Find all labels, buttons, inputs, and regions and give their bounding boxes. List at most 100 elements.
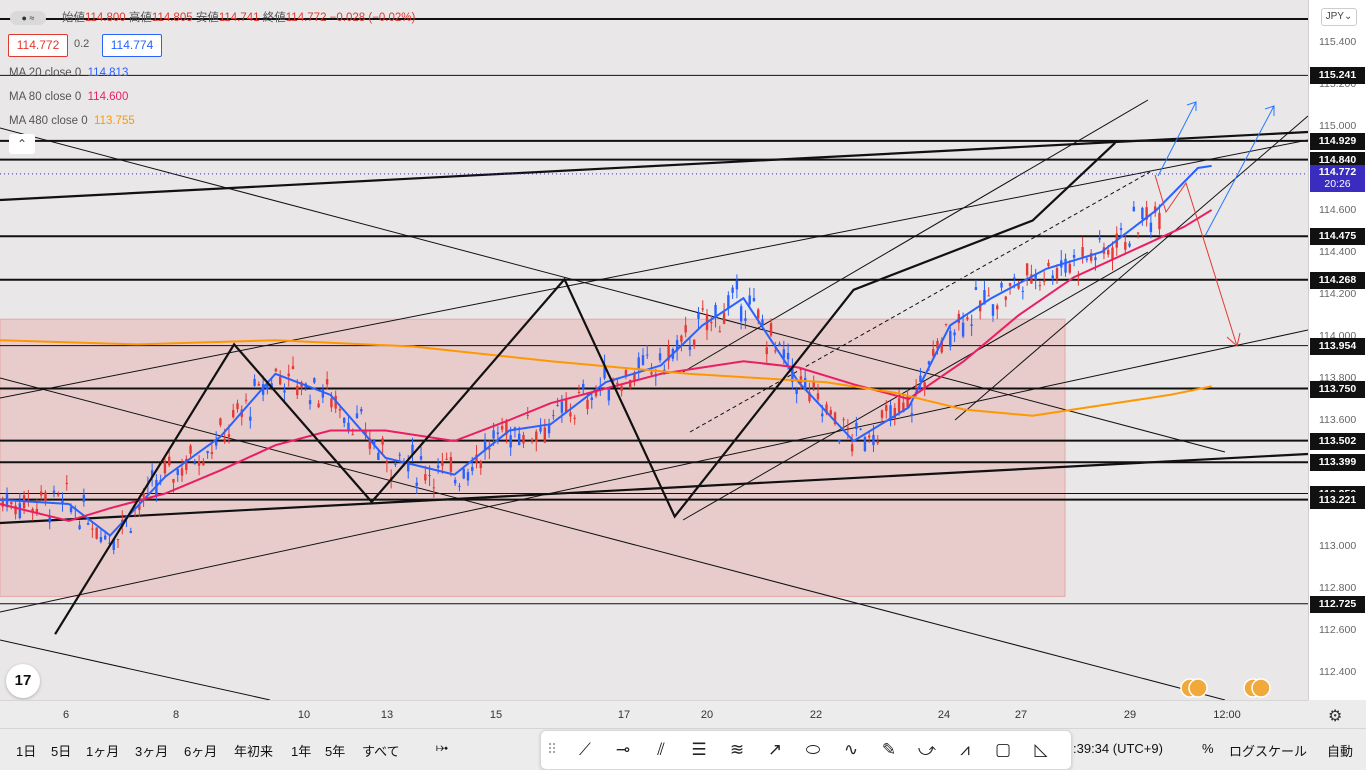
candle-body xyxy=(227,434,231,437)
goto-date-icon[interactable]: ⤠ xyxy=(436,739,449,756)
candle-body xyxy=(266,382,269,390)
candle-body xyxy=(432,487,436,489)
indicator-ma480[interactable]: MA 480 close 0 113.755 xyxy=(9,115,135,127)
arrow-tool-icon[interactable]: ↗ xyxy=(767,740,783,759)
triangle-pattern-tool-icon[interactable]: ◺ xyxy=(1034,740,1048,759)
candle-body xyxy=(1000,282,1003,288)
buy-price-box[interactable]: 114.774 xyxy=(102,34,162,57)
trend-line-tool-icon[interactable]: ⟋ xyxy=(579,740,591,759)
candle-body xyxy=(441,461,444,466)
candle-body xyxy=(10,502,13,505)
curve-tool-icon[interactable]: ∿ xyxy=(843,740,859,759)
sell-price-box[interactable]: 114.772 xyxy=(8,34,68,57)
timeframe-button[interactable]: 年初来 xyxy=(234,744,274,759)
chart-area[interactable]: ● ≈ 始値114.800 高値114.805 安値114.741 終値114.… xyxy=(0,0,1308,700)
candle-body xyxy=(966,317,969,320)
candle-body xyxy=(278,376,282,385)
trend-line xyxy=(0,130,1308,202)
collapse-legend-button[interactable]: ⌃ xyxy=(9,134,35,154)
timeframe-button[interactable]: すべて xyxy=(362,744,400,759)
candle-body xyxy=(880,410,884,418)
close-value: 114.772 xyxy=(285,12,327,24)
candle-body xyxy=(103,535,107,540)
candle-body xyxy=(556,405,559,407)
candle-body xyxy=(150,470,154,478)
timeframe-button[interactable]: 5日 xyxy=(51,744,72,759)
candle-body xyxy=(825,404,828,414)
candle-body xyxy=(927,361,931,365)
time-axis[interactable]: 6 8 10 13 15 17 20 22 24 27 29 12:00 ⚙ xyxy=(0,700,1342,729)
candle-body xyxy=(949,330,952,347)
timeframe-button[interactable]: 6ヶ月 xyxy=(184,744,218,759)
percent-scale-toggle[interactable]: % xyxy=(1202,741,1214,756)
timeframe-button[interactable]: 1ヶ月 xyxy=(86,744,120,759)
price-axis[interactable]: JPY⌄ 115.400115.200115.000114.800114.600… xyxy=(1308,0,1366,700)
currency-select[interactable]: JPY⌄ xyxy=(1321,8,1357,26)
fib-retracement-tool-icon[interactable]: ☰ xyxy=(691,740,707,759)
timeframe-button[interactable]: 5年 xyxy=(325,744,346,759)
clock-timezone[interactable]: :39:34 (UTC+9) xyxy=(1073,741,1163,756)
candle-body xyxy=(744,318,747,321)
candle-body xyxy=(739,306,743,322)
price-tick: 112.800 xyxy=(1319,582,1357,594)
horizontal-ray-tool-icon[interactable]: ⊸ xyxy=(615,740,631,759)
candle-body xyxy=(897,398,901,413)
candle-body xyxy=(505,421,508,435)
candle-body xyxy=(530,439,534,441)
candle-body xyxy=(586,399,589,409)
candle-body xyxy=(210,451,214,454)
low-label: 安値 xyxy=(195,12,219,24)
price-level-label: 112.725 xyxy=(1310,595,1365,613)
candle-body xyxy=(569,412,572,417)
chart-canvas[interactable] xyxy=(0,0,1308,700)
eye-icon[interactable]: ● ≈ xyxy=(10,10,46,25)
candle-body xyxy=(61,500,64,503)
auto-scale-toggle[interactable]: 自動 xyxy=(1327,744,1354,759)
drag-handle-icon[interactable]: ⠿ xyxy=(547,741,558,757)
tradingview-logo[interactable]: 17 xyxy=(6,664,40,698)
ellipse-tool-icon[interactable]: ⬭ xyxy=(805,740,821,759)
candle-body xyxy=(325,379,329,385)
candle-body xyxy=(650,372,653,375)
candle-body xyxy=(129,530,132,533)
candle-body xyxy=(543,427,547,443)
ma-line-20 xyxy=(0,164,1212,537)
indicator-ma80[interactable]: MA 80 close 0 114.600 xyxy=(9,91,128,103)
candle-body xyxy=(1141,207,1144,220)
candle-body xyxy=(492,430,495,439)
candle-body xyxy=(872,434,875,446)
settings-gear-icon[interactable]: ⚙ xyxy=(1328,708,1343,725)
candle-body xyxy=(475,454,478,463)
fib-channel-tool-icon[interactable]: ≋ xyxy=(729,740,745,759)
candle-body xyxy=(983,290,986,305)
candle-body xyxy=(902,402,905,413)
arrow-head xyxy=(1186,101,1197,111)
rectangle-tool-icon[interactable]: ▢ xyxy=(994,740,1012,759)
candle-body xyxy=(35,508,39,514)
candle-body xyxy=(471,466,474,471)
candle-body xyxy=(765,347,768,355)
timeframe-button[interactable]: 1日 xyxy=(16,744,37,759)
candle-body xyxy=(500,426,504,430)
brush-tool-icon[interactable]: ✎ xyxy=(881,740,897,759)
price-level-label: 114.475 xyxy=(1310,228,1365,246)
parallel-channel-tool-icon[interactable]: ⫽ xyxy=(657,740,665,759)
indicator-label: MA 20 close 0 xyxy=(9,67,82,79)
indicator-ma20[interactable]: MA 20 close 0 114.813 xyxy=(9,67,128,79)
candle-body xyxy=(637,357,640,370)
candle-body xyxy=(1042,280,1046,282)
zigzag-tool-icon[interactable]: ⩘ xyxy=(960,740,970,759)
price-tick: 114.600 xyxy=(1319,204,1357,216)
candle-body xyxy=(496,432,500,434)
candle-body xyxy=(313,378,316,383)
log-scale-toggle[interactable]: ログスケール xyxy=(1229,744,1308,759)
timeframe-button[interactable]: 3ヶ月 xyxy=(135,744,169,759)
candle-body xyxy=(535,431,538,442)
candle-body xyxy=(936,340,939,349)
candle-body xyxy=(722,312,726,324)
candle-body xyxy=(1098,238,1101,240)
path-tool-icon[interactable]: ⤻ xyxy=(917,740,937,759)
candle-body xyxy=(1025,263,1029,276)
timeframe-button[interactable]: 1年 xyxy=(291,744,312,759)
candle-body xyxy=(185,458,188,470)
